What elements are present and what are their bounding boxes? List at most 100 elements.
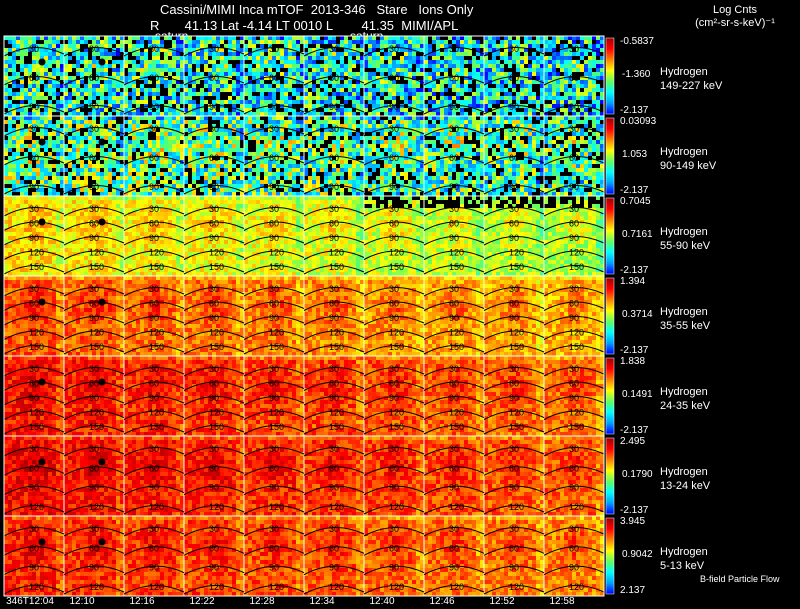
heatmap-cell [372, 140, 377, 145]
heatmap-cell [448, 108, 453, 113]
heatmap-cell [280, 140, 285, 145]
heatmap-cell [36, 100, 41, 105]
heatmap-cell [464, 76, 469, 81]
heatmap-cell [472, 36, 477, 41]
heatmap-cell [504, 80, 509, 85]
heatmap-cell [596, 96, 601, 101]
heatmap-cell [148, 56, 153, 61]
heatmap-cell [72, 140, 77, 145]
heatmap-cell [392, 116, 397, 121]
heatmap-cell [520, 72, 525, 77]
heatmap-cell [592, 60, 597, 65]
heatmap-cell [476, 56, 481, 61]
contour-label: 60 [449, 73, 459, 83]
heatmap-cell [64, 116, 69, 121]
heatmap-cell [100, 80, 105, 85]
heatmap-cell [304, 48, 309, 53]
heatmap-cell [260, 48, 265, 53]
heatmap-cell [388, 64, 393, 69]
heatmap-cell [596, 84, 601, 89]
heatmap-cell [264, 48, 269, 53]
heatmap-cell [388, 136, 393, 141]
contour-label: 30 [329, 44, 339, 54]
heatmap-cell [544, 100, 549, 105]
heatmap-cell [408, 36, 413, 41]
heatmap-cell [416, 48, 421, 53]
heatmap-cell [588, 68, 593, 73]
heatmap-cell [220, 176, 225, 181]
heatmap-cell [176, 88, 181, 93]
heatmap-cell [136, 132, 141, 137]
heatmap-cell [404, 80, 409, 85]
heatmap-cell [512, 100, 517, 105]
heatmap-cell [68, 92, 73, 97]
heatmap-cell [36, 128, 41, 133]
heatmap-cell [72, 68, 77, 73]
heatmap-cell [304, 156, 309, 161]
heatmap-cell [284, 40, 289, 45]
heatmap-cell [32, 64, 37, 69]
heatmap-cell [12, 132, 17, 137]
heatmap-cell [248, 176, 253, 181]
heatmap-cell [108, 180, 113, 185]
heatmap-cell [588, 100, 593, 105]
heatmap-cell [480, 36, 485, 41]
heatmap-cell [340, 88, 345, 93]
heatmap-cell [432, 96, 437, 101]
heatmap-cell [64, 104, 69, 109]
heatmap-cell [444, 64, 449, 69]
contour-line [123, 46, 185, 57]
heatmap-cell [328, 44, 333, 49]
heatmap-cell [196, 68, 201, 73]
heatmap-cell [84, 36, 89, 41]
heatmap-cell [572, 36, 577, 41]
heatmap-cell [152, 96, 157, 101]
heatmap-cell [36, 168, 41, 173]
heatmap-cell [364, 80, 369, 85]
heatmap-cell [448, 64, 453, 69]
heatmap-cell [124, 72, 129, 77]
heatmap-cell [448, 36, 453, 41]
heatmap-cell [448, 52, 453, 57]
heatmap-cell [164, 80, 169, 85]
heatmap-cell [312, 68, 317, 73]
heatmap-cell [172, 84, 177, 89]
heatmap-cell [144, 172, 149, 177]
heatmap-cell [264, 120, 269, 125]
heatmap-cell [240, 36, 245, 41]
heatmap-cell [284, 68, 289, 73]
heatmap-cell [580, 56, 585, 61]
heatmap-cell [456, 84, 461, 89]
heatmap-cell [556, 92, 561, 97]
heatmap-cell [472, 64, 477, 69]
heatmap-cell [68, 104, 73, 109]
heatmap-cell [584, 48, 589, 53]
heatmap-cell [420, 48, 425, 53]
heatmap-cell [356, 136, 361, 141]
heatmap-cell [456, 100, 461, 105]
heatmap-cell [76, 60, 81, 65]
heatmap-cell [348, 36, 353, 41]
heatmap-cell [312, 36, 317, 41]
heatmap-cell [320, 64, 325, 69]
heatmap-cell [24, 140, 29, 145]
heatmap-cell [196, 152, 201, 157]
heatmap-cell [332, 176, 337, 181]
heatmap-cell [160, 100, 165, 105]
heatmap-cell [456, 88, 461, 93]
heatmap-cell [80, 112, 85, 117]
heatmap-cell [372, 60, 377, 65]
heatmap-cell [548, 60, 553, 65]
heatmap-cell [552, 72, 557, 77]
heatmap-cell [112, 52, 117, 57]
heatmap-cell [188, 60, 193, 65]
heatmap-cell [36, 144, 41, 149]
heatmap-cell [8, 52, 13, 57]
heatmap-cell [144, 152, 149, 157]
heatmap-cell [484, 72, 489, 77]
heatmap-cell [192, 164, 197, 169]
heatmap-cell [428, 96, 433, 101]
units-line-1: Log Cnts [675, 4, 795, 17]
heatmap-cell [240, 84, 245, 89]
heatmap-cell [372, 100, 377, 105]
